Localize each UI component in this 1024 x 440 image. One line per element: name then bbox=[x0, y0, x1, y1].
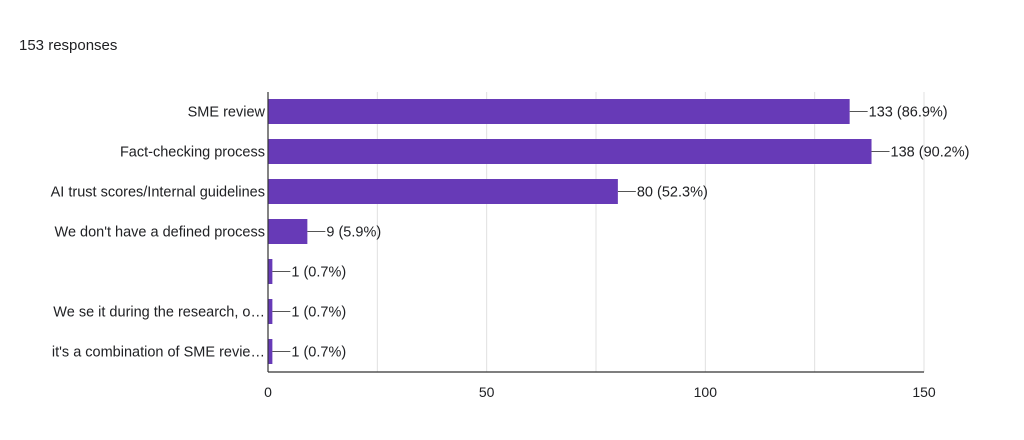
response-count: 153 responses bbox=[19, 37, 118, 54]
grid-layer bbox=[376, 92, 925, 372]
data-label: 1 (0.7%) bbox=[291, 265, 346, 281]
data-label: 9 (5.9%) bbox=[326, 225, 381, 241]
data-label: 1 (0.7%) bbox=[291, 345, 346, 361]
axis-layer: 0 50 100 150 bbox=[264, 92, 936, 400]
category-label: We don't have a defined process bbox=[55, 225, 265, 241]
category-label: SME review bbox=[188, 105, 266, 121]
category-label: AI trust scores/Internal guidelines bbox=[51, 185, 265, 201]
bar bbox=[268, 259, 273, 284]
data-label: 1 (0.7%) bbox=[291, 305, 346, 321]
bar bbox=[268, 139, 872, 164]
x-tick-label: 50 bbox=[479, 384, 495, 400]
x-tick-label: 150 bbox=[912, 384, 936, 400]
category-label: it's a combination of SME revie… bbox=[52, 345, 265, 361]
category-label: Fact-checking process bbox=[120, 145, 265, 161]
bar bbox=[268, 179, 618, 204]
bar bbox=[268, 299, 273, 324]
category-label: We se it during the research, o… bbox=[53, 305, 265, 321]
data-label: 133 (86.9%) bbox=[869, 105, 948, 121]
label-layer: SME review 133 (86.9%) Fact-checking proce… bbox=[51, 105, 970, 361]
x-tick-label: 100 bbox=[694, 384, 718, 400]
bar bbox=[268, 339, 273, 364]
data-label: 138 (90.2%) bbox=[891, 145, 970, 161]
data-label: 80 (52.3%) bbox=[637, 185, 708, 201]
bar-layer bbox=[268, 99, 872, 364]
bar bbox=[268, 219, 308, 244]
bar bbox=[268, 99, 850, 124]
x-tick-label: 0 bbox=[264, 384, 272, 400]
